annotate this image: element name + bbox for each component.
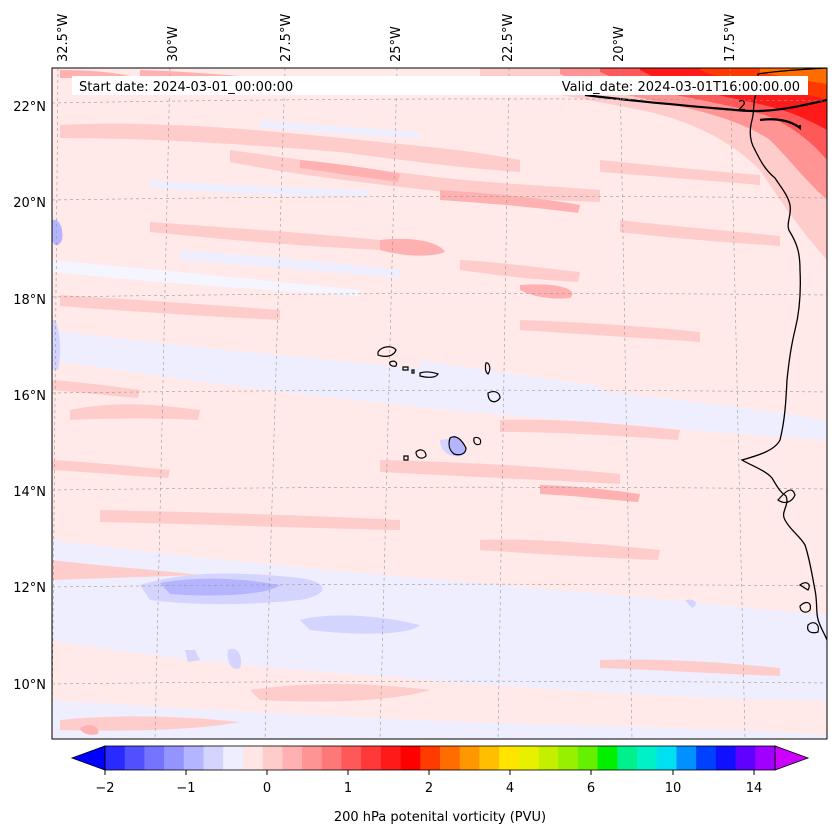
valid-date: Valid_date: 2024-03-01T16:00:00.00 bbox=[562, 80, 800, 95]
lon-label: 32.5°W bbox=[56, 14, 71, 62]
colorbar-cell bbox=[420, 746, 441, 770]
colorbar-ticks bbox=[104, 770, 755, 775]
pv-field: 2 bbox=[52, 68, 827, 739]
lat-label: 12°N bbox=[13, 581, 46, 596]
colorbar-cell bbox=[558, 746, 579, 770]
colorbar-tick-label: 0 bbox=[263, 781, 271, 796]
start-date: Start date: 2024-03-01_00:00:00 bbox=[79, 80, 293, 95]
colorbar-cell bbox=[637, 746, 658, 770]
colorbar-cell bbox=[321, 746, 342, 770]
colorbar-cells bbox=[105, 746, 776, 770]
colorbar-tick-label: −1 bbox=[176, 781, 195, 796]
colorbar-cell bbox=[459, 746, 480, 770]
lon-label: 27.5°W bbox=[279, 14, 294, 62]
colorbar-tick-labels: −2 −1 0 1 2 4 6 10 14 bbox=[95, 781, 762, 796]
lat-label: 16°N bbox=[13, 389, 46, 404]
colorbar-cell bbox=[538, 746, 559, 770]
colorbar-cell bbox=[696, 746, 717, 770]
africa-coastline bbox=[740, 68, 827, 641]
colorbar-cell bbox=[656, 746, 677, 770]
colorbar-cell bbox=[380, 746, 402, 770]
colorbar-cell bbox=[223, 746, 244, 770]
lon-label: 20°W bbox=[612, 26, 627, 62]
colorbar-cell bbox=[302, 746, 323, 770]
colorbar-cell bbox=[400, 746, 421, 770]
colorbar-cell bbox=[518, 746, 540, 770]
colorbar-cell bbox=[755, 746, 776, 770]
colorbar-cell bbox=[282, 746, 303, 770]
colorbar-tick-label: 1 bbox=[344, 781, 352, 796]
colorbar-tick-label: 10 bbox=[665, 781, 682, 796]
date-banner bbox=[72, 76, 808, 95]
contour-label: 2 bbox=[738, 99, 746, 114]
colorbar-cell bbox=[440, 746, 461, 770]
latitude-labels: 22°N 20°N 18°N 16°N 14°N 12°N 10°N bbox=[13, 100, 46, 693]
colorbar-cell bbox=[164, 746, 185, 770]
lon-label: 17.5°W bbox=[723, 14, 738, 62]
colorbar-tick-label: −2 bbox=[95, 781, 114, 796]
lat-label: 22°N bbox=[13, 100, 46, 115]
colorbar-tick-label: 2 bbox=[425, 781, 433, 796]
lat-label: 18°N bbox=[13, 293, 46, 308]
colorbar-cell bbox=[617, 746, 638, 770]
colorbar-cell bbox=[676, 746, 697, 770]
colorbar-max-arrow bbox=[774, 745, 810, 771]
colorbar-cell bbox=[577, 746, 599, 770]
colorbar-cell bbox=[735, 746, 756, 770]
lat-label: 20°N bbox=[13, 196, 46, 211]
colorbar-cell bbox=[715, 746, 737, 770]
lon-label: 22.5°W bbox=[501, 14, 516, 62]
colorbar-cell bbox=[203, 746, 224, 770]
colorbar-title: 200 hPa potenital vorticity (PVU) bbox=[334, 810, 546, 825]
colorbar-frame bbox=[104, 745, 776, 771]
colorbar: −2 −1 0 1 2 4 6 10 14 200 hPa potenital … bbox=[70, 745, 810, 825]
colorbar-cell bbox=[183, 746, 205, 770]
colorbar-tick-label: 6 bbox=[587, 781, 595, 796]
colorbar-cell bbox=[262, 746, 283, 770]
colorbar-tick-label: 4 bbox=[506, 781, 514, 796]
longitude-labels: 32.5°W 30°W 27.5°W 25°W 22.5°W 20°W 17.5… bbox=[56, 14, 738, 62]
lat-label: 14°N bbox=[13, 485, 46, 500]
colorbar-cell bbox=[144, 746, 165, 770]
colorbar-cell bbox=[597, 746, 618, 770]
colorbar-cell bbox=[479, 746, 500, 770]
map-panel: 2 Start date: 2024-03-01_00:00:00 Valid_… bbox=[51, 67, 828, 740]
lat-label: 10°N bbox=[13, 678, 46, 693]
colorbar-cell bbox=[499, 746, 520, 770]
colorbar-min-arrow bbox=[70, 745, 106, 771]
colorbar-cell bbox=[341, 746, 362, 770]
graticule bbox=[52, 68, 827, 739]
colorbar-cell bbox=[105, 746, 126, 770]
map-frame bbox=[51, 67, 828, 740]
colorbar-cell bbox=[124, 746, 145, 770]
lon-label: 25°W bbox=[389, 26, 404, 62]
colorbar-tick-label: 14 bbox=[746, 781, 763, 796]
cape-verde-islands bbox=[377, 346, 501, 461]
colorbar-cell bbox=[242, 746, 264, 770]
colorbar-cell bbox=[361, 746, 382, 770]
lon-label: 30°W bbox=[166, 26, 181, 62]
